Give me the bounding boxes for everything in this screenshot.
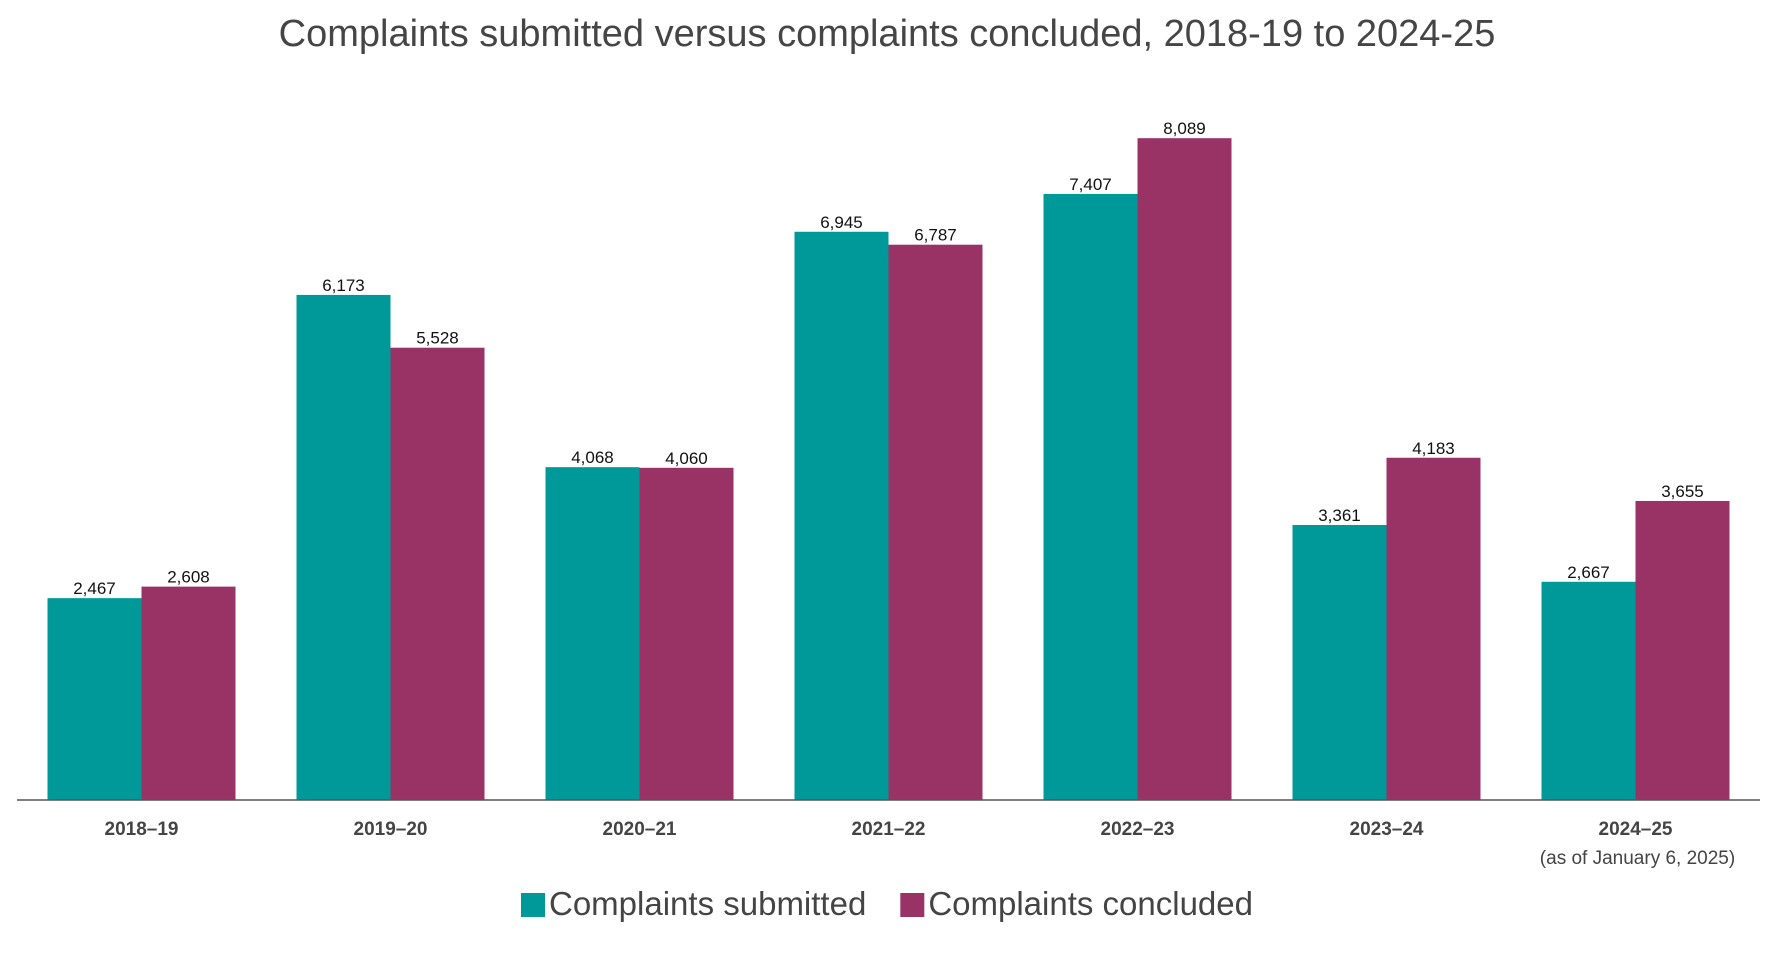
legend-label-concluded: Complaints concluded — [928, 885, 1253, 922]
data-label-concluded-1: 5,528 — [416, 329, 459, 348]
data-label-submitted-5: 3,361 — [1318, 506, 1361, 525]
x-tick-label-3: 2021–22 — [852, 819, 926, 840]
x-tick-label-5: 2023–24 — [1350, 819, 1424, 840]
x-tick-label-4: 2022–23 — [1101, 819, 1175, 840]
data-label-concluded-5: 4,183 — [1412, 439, 1455, 458]
legend-label-submitted: Complaints submitted — [549, 885, 866, 922]
bar-submitted-2 — [545, 467, 640, 800]
data-label-submitted-1: 6,173 — [322, 276, 365, 295]
bar-concluded-2 — [639, 467, 734, 800]
data-label-submitted-6: 2,667 — [1567, 563, 1610, 582]
data-label-concluded-2: 4,060 — [665, 449, 708, 468]
x-tick-label-1: 2019–20 — [354, 819, 428, 840]
bar-submitted-1 — [296, 294, 391, 800]
legend-swatch-concluded — [900, 893, 925, 917]
data-label-concluded-6: 3,655 — [1661, 482, 1704, 501]
bar-submitted-6 — [1541, 581, 1636, 800]
data-label-submitted-4: 7,407 — [1069, 175, 1112, 194]
bar-submitted-5 — [1292, 525, 1387, 800]
bar-concluded-4 — [1137, 138, 1232, 800]
bar-submitted-4 — [1043, 193, 1138, 801]
bars-group — [47, 138, 1730, 801]
legend-item-submitted: Complaints submitted — [521, 885, 866, 922]
legend-item-concluded: Complaints concluded — [900, 885, 1253, 922]
bar-concluded-1 — [390, 347, 485, 800]
bar-submitted-0 — [47, 598, 142, 800]
legend: Complaints submitted Complaints concluded — [521, 885, 1253, 922]
x-tick-label-2: 2020–21 — [603, 819, 677, 840]
data-label-concluded-4: 8,089 — [1163, 119, 1206, 138]
x-tick-label-6: 2024–25 — [1599, 819, 1673, 840]
x-tick-label-0: 2018–19 — [105, 819, 179, 840]
data-label-submitted-0: 2,467 — [73, 579, 116, 598]
x-tick-note-6: (as of January 6, 2025) — [1540, 848, 1735, 869]
bar-submitted-3 — [794, 231, 889, 801]
bar-concluded-5 — [1386, 457, 1481, 800]
x-tick-labels-group: 2018–19 2019–20 2020–21 2021–22 2022–23 2023–… — [105, 819, 1736, 869]
data-label-submitted-2: 4,068 — [571, 448, 614, 467]
legend-swatch-submitted — [521, 893, 545, 917]
data-label-concluded-3: 6,787 — [914, 226, 957, 245]
data-label-concluded-0: 2,608 — [167, 568, 210, 587]
data-labels-group: 2,467 2,608 6,173 5,528 4,068 4,060 6,945 6,787… — [73, 119, 1704, 598]
data-label-submitted-3: 6,945 — [820, 213, 863, 232]
bar-concluded-3 — [888, 244, 983, 800]
bar-concluded-6 — [1635, 500, 1730, 800]
bar-concluded-0 — [141, 586, 236, 800]
chart-title: Complaints submitted versus complaints c… — [279, 13, 1496, 55]
